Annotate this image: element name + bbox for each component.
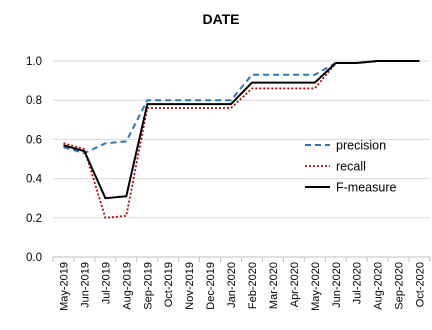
legend: precision recall F-measure <box>305 139 396 195</box>
x-tick-label: May-2019 <box>58 262 70 311</box>
x-tick-label: Sep-2020 <box>394 262 406 310</box>
x-tick-label: Jun-2020 <box>331 262 343 308</box>
x-tick-label: Jun-2019 <box>79 262 91 308</box>
y-tick-label: 0.8 <box>26 95 42 107</box>
legend-label: precision <box>336 139 386 153</box>
x-tick-label: Feb-2020 <box>247 262 259 309</box>
x-tick-label: Jul-2019 <box>100 262 112 304</box>
x-tick-label: May-2020 <box>310 262 322 311</box>
x-tick-label: Jul-2020 <box>352 262 364 304</box>
x-tick-label: Oct-2019 <box>163 262 175 307</box>
x-tick-label: Oct-2020 <box>415 262 427 307</box>
y-tick-label: 0.4 <box>26 174 43 186</box>
x-tick-label: Dec-2019 <box>205 262 217 310</box>
y-tick-label: 0.6 <box>26 134 42 146</box>
y-tick-label: 1.0 <box>26 56 42 68</box>
legend-label: recall <box>336 160 366 174</box>
y-tick-label: 0.0 <box>26 252 42 264</box>
gridlines <box>53 60 430 219</box>
axes <box>52 256 431 262</box>
x-tick-label: Nov-2019 <box>184 262 196 310</box>
legend-label: F-measure <box>336 181 396 195</box>
series-lines <box>63 60 420 219</box>
x-tick-label: Sep-2019 <box>142 262 154 310</box>
x-tick-label: Aug-2019 <box>121 262 133 310</box>
y-tick-labels: 0.0 0.2 0.4 0.6 0.8 1.0 <box>26 56 43 264</box>
x-tick-label: Aug-2020 <box>373 262 385 310</box>
series-line-f-measure <box>63 60 420 200</box>
y-tick-label: 0.2 <box>26 213 42 225</box>
x-tick-label: Mar-2020 <box>268 262 280 309</box>
x-tick-labels: May-2019 Jun-2019 Jul-2019 Aug-2019 Sep-2019… <box>58 262 426 311</box>
x-tick-label: Jan-2020 <box>226 262 238 308</box>
x-tick-label: Apr-2020 <box>289 262 301 307</box>
chart-title: DATE <box>202 11 239 27</box>
